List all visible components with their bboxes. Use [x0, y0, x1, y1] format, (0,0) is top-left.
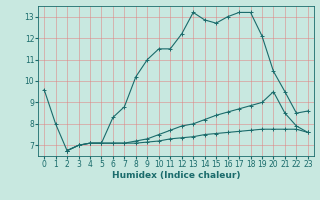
X-axis label: Humidex (Indice chaleur): Humidex (Indice chaleur) [112, 171, 240, 180]
